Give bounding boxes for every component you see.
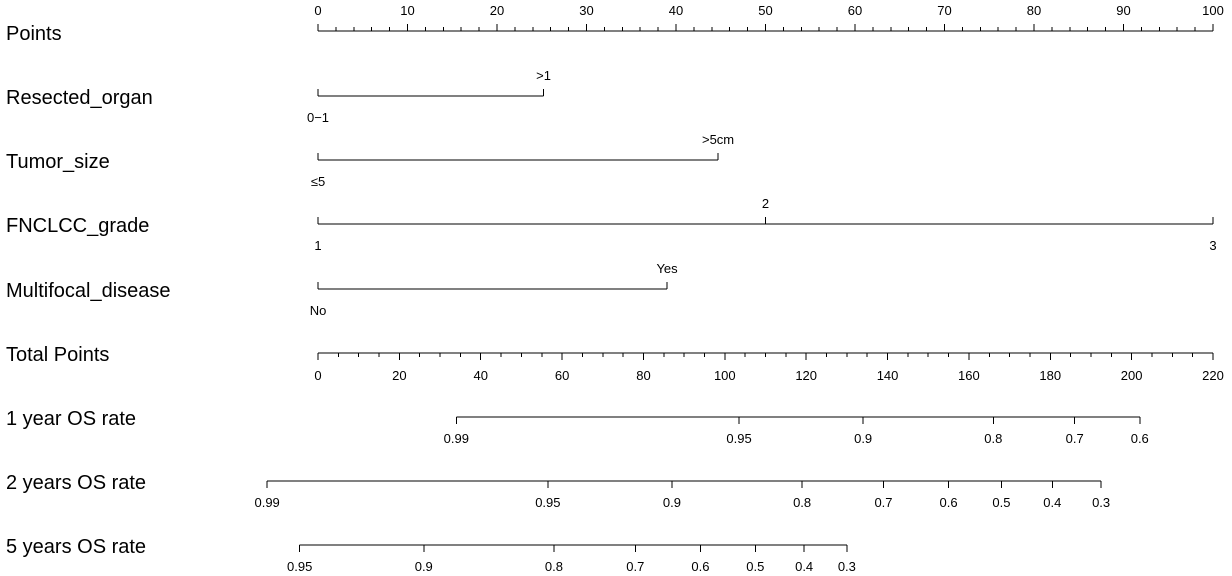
- points-tick-label: 70: [937, 3, 951, 18]
- total-points-axis: Total Points 0 20 40 60 80 100 120 140 160 180 200 2…: [6, 344, 1224, 383]
- variable-label: Resected_organ: [6, 87, 153, 109]
- outcome-scale-2-years-os-rate: 2 years OS rate 0.99 0.95 0.9 0.8 0.7 0.6 0.5 0.…: [6, 472, 1110, 510]
- variable-level-label: ≤5: [311, 174, 325, 189]
- variable-label: Multifocal_disease: [6, 280, 171, 302]
- outcome-scale-tick-label: 0.95: [287, 559, 312, 574]
- points-tick-label: 20: [490, 3, 504, 18]
- outcome-scale-tick-label: 0.6: [691, 559, 709, 574]
- variable-level-label: 2: [762, 196, 769, 211]
- points-tick-label: 80: [1027, 3, 1041, 18]
- variable-level-label: >5cm: [702, 132, 734, 147]
- outcome-scale-tick-label: 0.8: [545, 559, 563, 574]
- total-tick-label: 60: [555, 368, 569, 383]
- outcome-scale-tick-label: 0.3: [1092, 495, 1110, 510]
- points-tick-label: 60: [848, 3, 862, 18]
- variable-label: Tumor_size: [6, 151, 110, 173]
- total-points-axis-label: Total Points: [6, 344, 109, 366]
- outcome-scale-tick-label: 0.99: [254, 495, 279, 510]
- points-tick-label: 40: [669, 3, 683, 18]
- outcome-scale-label: 5 years OS rate: [6, 536, 146, 558]
- variable-level-label: 0−1: [307, 110, 329, 125]
- variable-level-label: Yes: [656, 261, 678, 276]
- outcome-scale-1-year-os-rate: 1 year OS rate 0.99 0.95 0.9 0.8 0.7 0.6: [6, 408, 1149, 446]
- points-axis: Points 0 10 20 30 40 50 60 70 80 90 100: [6, 3, 1224, 45]
- points-tick-label: 100: [1202, 3, 1224, 18]
- outcome-scale-tick-label: 0.7: [1066, 431, 1084, 446]
- outcome-scale-tick-label: 0.9: [415, 559, 433, 574]
- variable-row-tumor-size: Tumor_size ≤5 >5cm: [6, 132, 734, 189]
- outcome-scale-tick-label: 0.95: [535, 495, 560, 510]
- total-tick-label: 80: [636, 368, 650, 383]
- outcome-scale-tick-label: 0.4: [1043, 495, 1061, 510]
- outcome-scale-tick-label: 0.99: [444, 431, 469, 446]
- total-tick-label: 0: [314, 368, 321, 383]
- total-tick-label: 40: [473, 368, 487, 383]
- total-tick-label: 100: [714, 368, 736, 383]
- points-tick-label: 50: [758, 3, 772, 18]
- variable-row-multifocal-disease: Multifocal_disease No Yes: [6, 261, 678, 318]
- outcome-scale-tick-label: 0.9: [663, 495, 681, 510]
- variable-level-label: >1: [536, 68, 551, 83]
- outcome-scale-tick-label: 0.95: [726, 431, 751, 446]
- total-tick-label: 120: [795, 368, 817, 383]
- variable-level-label: 1: [314, 238, 321, 253]
- outcome-scale-tick-label: 0.7: [874, 495, 892, 510]
- variable-level-label: 3: [1209, 238, 1216, 253]
- outcome-scale-tick-label: 0.4: [795, 559, 813, 574]
- outcome-scale-tick-label: 0.9: [854, 431, 872, 446]
- variable-level-label: No: [310, 303, 327, 318]
- total-tick-label: 200: [1121, 368, 1143, 383]
- points-tick-label: 10: [400, 3, 414, 18]
- outcome-scale-tick-label: 0.8: [984, 431, 1002, 446]
- points-tick-label: 0: [314, 3, 321, 18]
- outcome-scale-tick-label: 0.8: [793, 495, 811, 510]
- points-axis-label: Points: [6, 23, 62, 45]
- points-tick-label: 90: [1116, 3, 1130, 18]
- total-tick-label: 180: [1039, 368, 1061, 383]
- total-tick-label: 160: [958, 368, 980, 383]
- total-tick-label: 220: [1202, 368, 1224, 383]
- variable-row-resected-organ: Resected_organ 0−1 >1: [6, 68, 551, 125]
- outcome-scale-tick-label: 0.3: [838, 559, 856, 574]
- variable-label: FNCLCC_grade: [6, 215, 149, 237]
- outcome-scale-tick-label: 0.5: [992, 495, 1010, 510]
- outcome-scale-tick-label: 0.5: [746, 559, 764, 574]
- outcome-scale-5-years-os-rate: 5 years OS rate 0.95 0.9 0.8 0.7 0.6 0.5 0.4 0.3: [6, 536, 856, 574]
- outcome-scale-label: 2 years OS rate: [6, 472, 146, 494]
- points-tick-label: 30: [579, 3, 593, 18]
- outcome-scale-tick-label: 0.6: [1131, 431, 1149, 446]
- variable-row-fnclcc-grade: FNCLCC_grade 1 2 3: [6, 196, 1217, 253]
- outcome-scale-tick-label: 0.6: [940, 495, 958, 510]
- outcome-scale-tick-label: 0.7: [626, 559, 644, 574]
- total-tick-label: 140: [877, 368, 899, 383]
- outcome-scale-label: 1 year OS rate: [6, 408, 136, 430]
- total-tick-label: 20: [392, 368, 406, 383]
